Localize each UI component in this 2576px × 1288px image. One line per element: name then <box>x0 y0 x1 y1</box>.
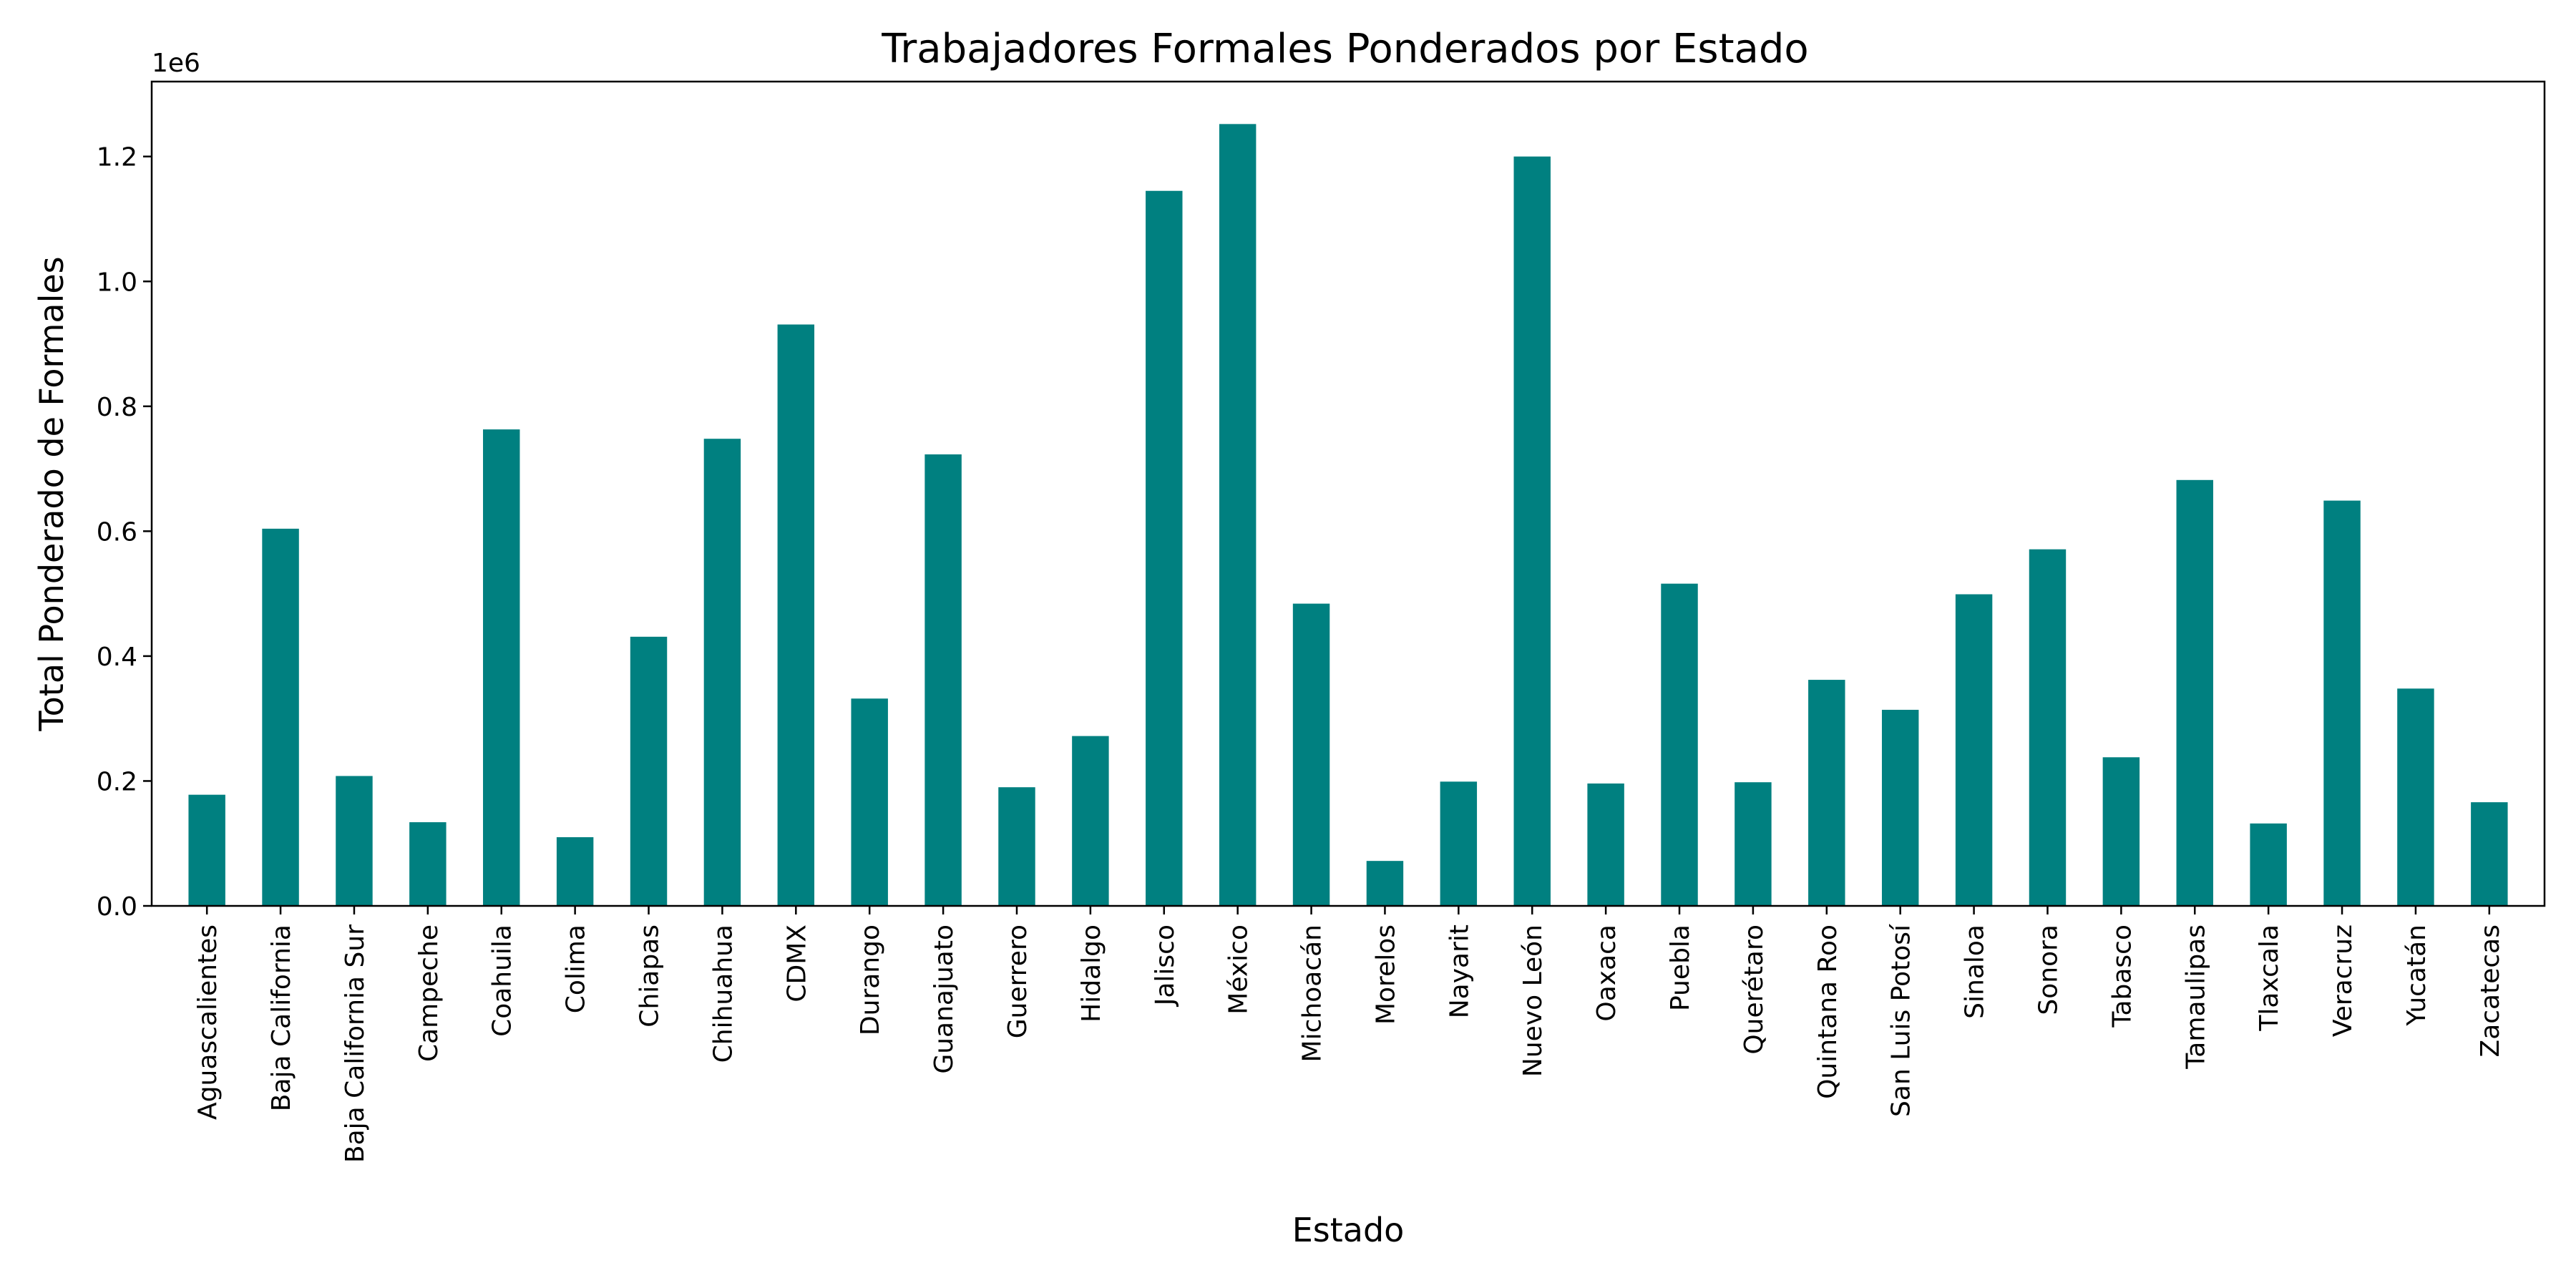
x-tick-label: Puebla <box>1666 924 1695 1011</box>
bar <box>1881 709 1919 906</box>
x-tick-label: Campeche <box>414 924 444 1062</box>
bar <box>2250 823 2287 906</box>
y-tick-label: 0.8 <box>97 393 137 422</box>
x-tick-label: Coahuila <box>488 924 517 1037</box>
y-tick-label: 0.4 <box>97 643 137 672</box>
x-tick-label: Quintana Roo <box>1813 924 1843 1099</box>
y-axis-ticks: 0.0 0.2 0.4 0.6 0.8 1.0 1.2 <box>97 143 152 922</box>
bar <box>1955 594 1993 906</box>
bar <box>924 454 962 906</box>
x-tick-label: Querétaro <box>1740 924 1769 1055</box>
x-tick-label: Baja California Sur <box>341 924 370 1163</box>
bar <box>851 698 888 906</box>
x-tick-label: Durango <box>856 924 885 1035</box>
bar <box>1808 680 1845 906</box>
x-tick-label: Baja California <box>267 924 296 1111</box>
x-tick-label: Chihuahua <box>708 924 738 1063</box>
bar <box>2397 688 2434 906</box>
x-axis-title: Estado <box>1292 1211 1405 1249</box>
bar <box>1366 861 1404 906</box>
bar <box>262 528 299 906</box>
bar <box>483 429 520 906</box>
x-tick-label: San Luis Potosí <box>1887 924 1916 1117</box>
x-tick-label: Sinaloa <box>1961 924 1990 1019</box>
bar <box>703 439 741 906</box>
x-tick-label: Chiapas <box>635 924 665 1028</box>
x-tick-label: Tamaulipas <box>2181 924 2210 1070</box>
x-tick-label: Tabasco <box>2107 924 2137 1028</box>
bar <box>630 636 668 906</box>
bar <box>1292 603 1330 906</box>
bar <box>1513 156 1551 906</box>
bar <box>188 794 225 906</box>
bar <box>409 822 447 906</box>
x-tick-label: Nayarit <box>1445 924 1474 1018</box>
x-tick-label: Zacatecas <box>2476 924 2505 1057</box>
y-tick-label: 0.6 <box>97 517 137 547</box>
x-tick-label: Jalisco <box>1151 924 1180 1007</box>
bar <box>998 787 1035 906</box>
bar <box>2176 479 2213 906</box>
bar <box>556 837 594 906</box>
y-tick-label: 0.0 <box>97 892 137 922</box>
x-tick-label: Veracruz <box>2328 924 2358 1037</box>
bar <box>1735 782 1772 906</box>
bar <box>1587 783 1624 906</box>
bar <box>1440 781 1478 906</box>
x-tick-label: Sonora <box>2034 924 2063 1015</box>
x-tick-label: Yucatán <box>2402 924 2431 1027</box>
bar <box>1661 583 1698 906</box>
x-tick-label: México <box>1224 924 1254 1015</box>
bar <box>1146 190 1183 906</box>
plot-frame <box>150 80 2546 907</box>
x-tick-label: Michoacán <box>1298 924 1327 1062</box>
x-tick-label: Aguascalientes <box>193 924 223 1120</box>
x-tick-label: CDMX <box>782 924 811 1002</box>
bar <box>1219 124 1257 906</box>
x-tick-label: Guanajuato <box>930 924 959 1074</box>
x-tick-label: Hidalgo <box>1077 924 1106 1023</box>
x-tick-label: Morelos <box>1371 924 1400 1025</box>
x-tick-label: Oaxaca <box>1592 924 1621 1022</box>
y-axis-title: Total Ponderado de Formales <box>32 256 71 731</box>
bar <box>777 324 815 906</box>
x-tick-label: Tlaxcala <box>2255 924 2284 1032</box>
y-tick-label: 1.2 <box>97 143 137 172</box>
x-tick-label: Guerrero <box>1003 924 1033 1038</box>
y-axis-offset-label: 1e6 <box>152 49 200 78</box>
x-axis-ticks: Aguascalientes Baja California Baja Califo… <box>193 906 2505 1163</box>
bar <box>2471 802 2508 906</box>
bar <box>1072 736 1109 906</box>
bars-group <box>188 124 2508 906</box>
x-tick-label: Nuevo León <box>1518 924 1548 1077</box>
bar <box>2323 500 2361 906</box>
y-tick-label: 0.2 <box>97 767 137 796</box>
bar <box>336 776 373 906</box>
y-tick-label: 1.0 <box>97 268 137 297</box>
bar <box>2029 549 2067 906</box>
bar <box>2102 757 2140 906</box>
chart-title: Trabajadores Formales Ponderados por Est… <box>881 26 1808 72</box>
x-tick-label: Colima <box>562 924 591 1013</box>
